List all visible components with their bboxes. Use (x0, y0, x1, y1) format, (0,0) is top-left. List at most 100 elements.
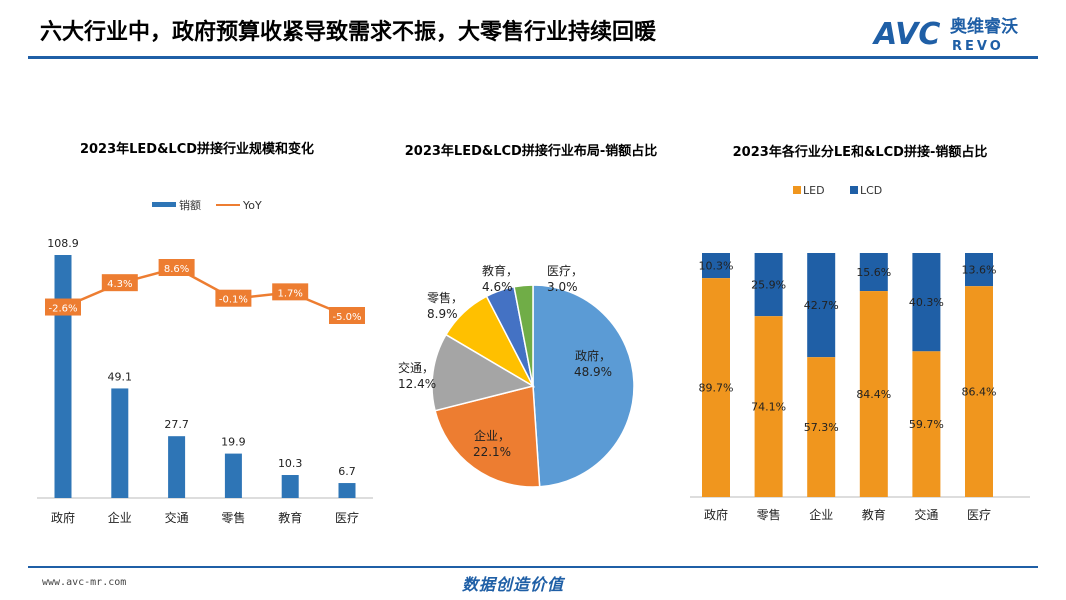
pie-slice-name: 交通， (398, 360, 434, 375)
chart1-legend: 销额 YoY (152, 198, 262, 212)
chart2-title: 2023年LED&LCD拼接行业布局-销额占比 (405, 143, 658, 159)
bar-lcd-label: 25.9% (751, 279, 786, 292)
yoy-point-label-bg (158, 259, 195, 276)
yoy-point-label-bg (329, 307, 365, 324)
bar-sales (338, 483, 356, 498)
bar-sales (168, 436, 186, 498)
avc-logo: AVC 奥维睿沃 REVO (872, 12, 1042, 54)
pie-slice-value: 22.1% (473, 445, 511, 459)
bar-led-label: 57.3% (804, 421, 839, 434)
yoy-point-label-bg (272, 283, 309, 301)
bar-value-label: 49.1 (108, 370, 133, 383)
pie-slice (532, 284, 635, 488)
bar-led-label: 74.1% (751, 401, 786, 414)
chart2-pie: 政府， 48.9% 企业， 22.1% 交通， 12.4% 零售， 8.9% 教育， 4.6% 医疗… (398, 263, 635, 488)
x-tick-label: 企业 (809, 507, 833, 522)
bar-value-label: 108.9 (47, 237, 79, 250)
x-tick-label: 政府 (704, 507, 728, 522)
bar-lcd-label: 15.6% (856, 266, 891, 279)
yoy-point-label: -5.0% (332, 312, 361, 323)
chart1-yoy-line: -2.6% 4.3% 8.6% -0.1% 1.7% -5.0% (45, 259, 365, 324)
pie-slice-value: 4.6% (482, 280, 513, 294)
bar-led-label: 59.7% (909, 418, 944, 431)
pie-slice-name: 零售， (427, 290, 463, 305)
bar-lcd-label: 13.6% (962, 264, 997, 277)
pie-slice-name: 医疗， (547, 264, 583, 278)
chart3-x-ticks: 政府 零售 企业 教育 交通 医疗 (704, 507, 991, 522)
bar-led (859, 291, 888, 497)
yoy-point-label: -0.1% (219, 295, 248, 306)
chart3-bars: 10.3% 89.7% 25.9% 74.1% 42.7% 57.3% 15.6% 84.4%… (699, 253, 997, 497)
bar-value-label: 6.7 (338, 465, 356, 478)
legend-label-led: LED (803, 184, 825, 197)
bar-sales (281, 475, 299, 498)
logo-cn-text: 奥维睿沃 (950, 16, 1018, 37)
pie-slice (434, 385, 541, 488)
bar-sales (54, 255, 72, 498)
x-tick-label: 零售 (757, 507, 781, 522)
bar-lcd-label: 42.7% (804, 299, 839, 312)
bar-value-label: 19.9 (221, 436, 246, 449)
pie-slice-value: 48.9% (574, 365, 612, 379)
bar-led-label: 86.4% (962, 386, 997, 399)
legend-label-lcd: LCD (860, 184, 882, 197)
header-divider (28, 56, 1038, 59)
bar-lcd (702, 253, 730, 279)
bar-lcd (965, 253, 993, 287)
x-tick-label: 教育 (278, 510, 302, 525)
footer-slogan: 数据创造价值 (462, 575, 565, 594)
pie-slice-name: 企业， (474, 428, 510, 443)
bar-lcd-label: 40.3% (909, 296, 944, 309)
chart-industry-scale: 2023年LED&LCD拼接行业规模和变化 销额 YoY 108.9 49.1 27… (37, 141, 373, 525)
pie-slice-name: 政府， (575, 348, 611, 363)
x-tick-label: 教育 (862, 507, 886, 522)
footer-url[interactable]: www.avc-mr.com (42, 577, 127, 588)
bar-led-label: 84.4% (856, 388, 891, 401)
pie-slice-value: 3.0% (547, 280, 578, 294)
yoy-point-label: -2.6% (48, 304, 77, 315)
pie-slice-value: 12.4% (398, 377, 436, 391)
x-tick-label: 零售 (221, 510, 245, 525)
bar-lcd (754, 253, 783, 317)
logo-avc-text: AVC (872, 17, 940, 52)
yoy-point-label: 4.3% (107, 279, 132, 290)
bar-led (965, 286, 993, 497)
bar-lcd (912, 253, 941, 352)
bar-led (754, 316, 783, 497)
bar-lcd (807, 253, 836, 358)
legend-label-sales: 销额 (179, 198, 201, 212)
pie-slice-name: 教育， (482, 263, 518, 278)
bar-led (912, 351, 941, 497)
yoy-point-label-bg (45, 298, 81, 316)
x-tick-label: 医疗 (967, 508, 991, 522)
pie-slice-value: 8.9% (427, 307, 458, 321)
x-tick-label: 交通 (914, 507, 938, 522)
chart3-legend: LED LCD (793, 184, 882, 197)
bar-sales (224, 453, 242, 498)
legend-label-yoy: YoY (242, 199, 262, 212)
legend-swatch-sales (152, 202, 176, 207)
bar-lcd-label: 10.3% (699, 260, 734, 273)
logo-graphic: AVC 奥维睿沃 REVO (872, 16, 1018, 54)
logo-en-text: REVO (952, 39, 1004, 54)
bar-sales (111, 388, 129, 498)
pie-slice (431, 333, 535, 412)
yoy-point-label-bg (101, 274, 138, 292)
bar-lcd (859, 253, 888, 292)
chart3-title: 2023年各行业分LE和&LCD拼接-销额占比 (733, 144, 988, 160)
yoy-point-label-bg (215, 289, 252, 307)
footer-divider (28, 566, 1038, 568)
x-tick-label: 政府 (51, 510, 75, 525)
x-tick-label: 企业 (108, 510, 132, 525)
chart1-bars: 108.9 49.1 27.7 19.9 10.3 6.7 (47, 237, 356, 498)
chart-industry-share-pie: 2023年LED&LCD拼接行业布局-销额占比 政府， 48.9% 企业， 22.1%… (398, 143, 658, 488)
x-tick-label: 交通 (165, 510, 189, 525)
yoy-point-label: 8.6% (164, 264, 189, 275)
yoy-point-label: 1.7% (277, 288, 302, 299)
chart1-x-ticks: 政府 企业 交通 零售 教育 医疗 (51, 510, 359, 525)
bar-led-label: 89.7% (699, 382, 734, 395)
chart-led-lcd-share: 2023年各行业分LE和&LCD拼接-销额占比 LED LCD 10.3% 89.… (690, 144, 1030, 522)
pie-slice (513, 284, 534, 387)
bar-led (807, 357, 836, 497)
